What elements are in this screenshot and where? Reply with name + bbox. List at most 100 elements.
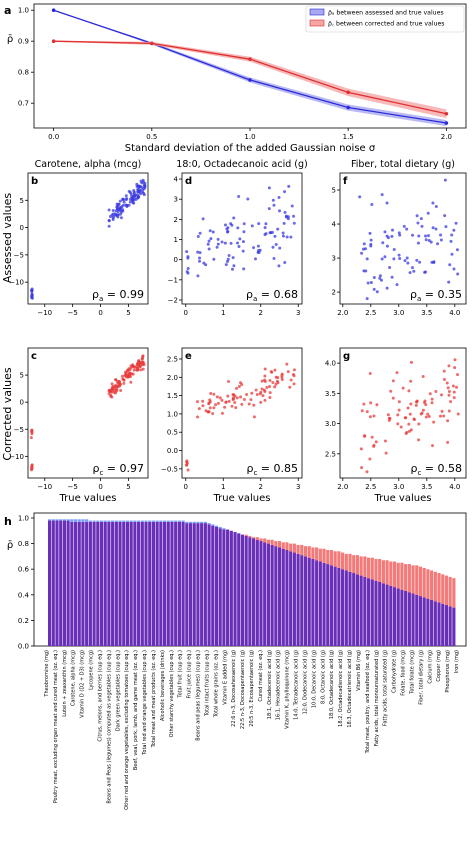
scatter-point xyxy=(223,223,227,227)
scatter-point xyxy=(380,257,384,261)
y-tick-label: 2.5 xyxy=(325,450,336,458)
bar-difference xyxy=(392,561,397,588)
x-tick-label: 3.5 xyxy=(421,483,432,491)
bar-difference xyxy=(274,541,278,547)
scatter-point xyxy=(456,412,460,416)
scatter-point xyxy=(253,257,257,261)
bar-overlap xyxy=(151,521,156,646)
scatter-point xyxy=(254,388,258,392)
x-tick-label: 2 xyxy=(259,309,263,317)
scatter-point xyxy=(447,409,451,413)
scatter-point xyxy=(455,248,459,252)
bar-overlap xyxy=(296,553,300,646)
scatter-point xyxy=(446,386,450,390)
scatter-point xyxy=(263,367,267,371)
scatter-point xyxy=(440,409,444,413)
scatter-point xyxy=(453,366,457,370)
scatter-point xyxy=(231,397,235,401)
bar-overlap xyxy=(255,539,259,646)
scatter-point xyxy=(265,385,269,389)
bar-difference xyxy=(296,544,300,554)
plot-frame xyxy=(181,172,303,305)
scatter-point xyxy=(409,379,413,383)
scatter-point xyxy=(121,197,125,201)
scatter-point xyxy=(285,362,289,366)
bar-difference xyxy=(51,519,55,521)
scatter-point xyxy=(257,250,261,254)
bar-overlap xyxy=(70,521,74,646)
bar-overlap xyxy=(266,543,270,646)
scatter-point xyxy=(122,378,126,382)
panel-letter-f: f xyxy=(343,176,348,187)
scatter-point xyxy=(220,411,224,415)
scatter-point xyxy=(427,414,431,418)
legend-entry: ρ̄꜀ between corrected and true values xyxy=(328,20,445,28)
bar-overlap xyxy=(192,523,196,646)
scatter-point xyxy=(142,363,146,367)
category-label: Carotene, alpha (mcg) xyxy=(71,650,77,706)
scatter-point xyxy=(186,256,190,260)
scatter-point xyxy=(242,267,246,271)
bar-difference xyxy=(315,547,319,561)
scatter-point xyxy=(365,410,369,414)
scatter-point xyxy=(206,242,210,246)
bar-difference xyxy=(162,520,167,522)
bar-difference xyxy=(400,562,404,590)
x-tick-label: 1 xyxy=(221,483,225,491)
category-label: Total meat and meat products (oz. eq.) xyxy=(151,650,157,748)
scatter-point xyxy=(390,275,394,279)
scatter-point xyxy=(143,181,147,185)
scatter-point xyxy=(185,250,189,254)
scatter-point xyxy=(112,386,116,390)
scatter-point xyxy=(139,368,143,372)
bar-overlap xyxy=(355,574,360,646)
bar-difference xyxy=(122,520,126,522)
scatter-point xyxy=(398,257,402,261)
scatter-point xyxy=(282,221,286,225)
bar-difference xyxy=(92,520,96,522)
bar-difference xyxy=(374,558,378,581)
scatter-point xyxy=(214,403,218,407)
scatter-point xyxy=(242,397,246,401)
scatter-point xyxy=(360,409,364,413)
bar-difference xyxy=(73,519,78,522)
bar-difference xyxy=(322,548,326,563)
rho-subscript: a xyxy=(417,295,421,303)
bar-overlap xyxy=(444,605,449,646)
scatter-point xyxy=(268,391,272,395)
x-tick-label: 0 xyxy=(184,483,188,491)
y-tick-label: 2 xyxy=(174,216,178,224)
scatter-point xyxy=(119,210,123,214)
y-tick-label: 0.0 xyxy=(18,643,29,651)
scatter-point xyxy=(196,274,200,278)
scatter-point xyxy=(121,208,125,212)
scatter-point xyxy=(409,428,413,432)
scatter-point xyxy=(397,408,401,412)
rho-subscript: a xyxy=(253,295,257,303)
scatter-point xyxy=(250,391,254,395)
scatter-panel-e: 0 1 2 3 −0.5 0.0 0.5 1.0 1.5 2.0 2.5 e ρc = 0.85 True… xyxy=(161,347,303,504)
x-tick-label: 2.0 xyxy=(337,483,348,491)
bar-difference xyxy=(437,573,441,603)
bar-overlap xyxy=(322,562,326,646)
category-label: 18:2, Octadecadienoic acid (g) xyxy=(338,650,344,727)
scatter-point xyxy=(292,221,296,225)
scatter-point xyxy=(119,216,123,220)
scatter-point xyxy=(125,197,129,201)
x-tick-label: −5 xyxy=(67,309,77,317)
bar-overlap xyxy=(55,520,59,646)
bar-difference xyxy=(266,539,270,544)
scatter-point xyxy=(362,242,366,246)
scatter-point xyxy=(420,411,424,415)
bar-difference xyxy=(177,520,181,522)
panel-letter-c: c xyxy=(31,351,37,362)
scatter-point xyxy=(383,230,387,234)
bar-difference xyxy=(426,569,430,599)
bar-difference xyxy=(181,520,185,522)
bar-overlap xyxy=(92,521,96,646)
bar-difference xyxy=(422,567,426,598)
bar-overlap xyxy=(214,526,219,646)
y-tick-label: −2 xyxy=(168,296,178,304)
scatter-point xyxy=(416,221,420,225)
